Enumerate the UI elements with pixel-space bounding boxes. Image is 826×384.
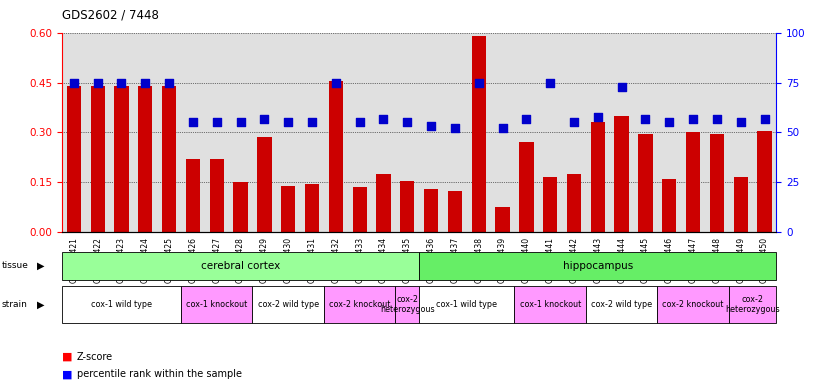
Bar	[186, 159, 200, 232]
Point	[234, 119, 247, 126]
Text: tissue: tissue	[2, 262, 29, 270]
Bar	[472, 36, 486, 232]
Point	[449, 126, 462, 132]
Point	[210, 119, 223, 126]
Bar	[710, 134, 724, 232]
Point	[139, 79, 152, 86]
Point	[758, 116, 771, 122]
Text: ■: ■	[62, 352, 73, 362]
Text: cerebral cortex: cerebral cortex	[201, 261, 280, 271]
Bar	[162, 86, 176, 232]
Text: cox-1 wild type: cox-1 wild type	[91, 300, 152, 309]
Text: cox-2 wild type: cox-2 wild type	[591, 300, 653, 309]
Text: cox-1 knockout: cox-1 knockout	[186, 300, 247, 309]
Bar	[67, 86, 81, 232]
Text: cox-2 knockout: cox-2 knockout	[662, 300, 724, 309]
Point	[734, 119, 748, 126]
Point	[377, 116, 390, 122]
Bar	[234, 182, 248, 232]
Bar	[257, 137, 272, 232]
Point	[638, 116, 652, 122]
Bar	[138, 86, 153, 232]
Point	[115, 79, 128, 86]
Bar	[400, 181, 415, 232]
Bar	[757, 131, 771, 232]
Bar	[448, 191, 462, 232]
Point	[615, 83, 629, 89]
Point	[425, 123, 438, 129]
Point	[282, 119, 295, 126]
Point	[258, 116, 271, 122]
Bar	[686, 132, 700, 232]
Point	[520, 116, 533, 122]
Bar	[591, 122, 605, 232]
Text: cox-2
heterozygous: cox-2 heterozygous	[725, 295, 780, 314]
Point	[330, 79, 343, 86]
Text: strain: strain	[2, 300, 27, 309]
Text: ▶: ▶	[37, 261, 45, 271]
Text: ■: ■	[62, 369, 73, 379]
Point	[710, 116, 724, 122]
Text: cox-2 wild type: cox-2 wild type	[258, 300, 319, 309]
Bar	[329, 81, 343, 232]
Text: GDS2602 / 7448: GDS2602 / 7448	[62, 8, 159, 21]
Text: cox-1 wild type: cox-1 wild type	[436, 300, 497, 309]
Bar	[615, 116, 629, 232]
Text: Z-score: Z-score	[77, 352, 113, 362]
Bar	[281, 186, 296, 232]
Point	[567, 119, 581, 126]
Bar	[424, 189, 439, 232]
Bar	[305, 184, 319, 232]
Point	[187, 119, 200, 126]
Point	[686, 116, 700, 122]
Text: hippocampus: hippocampus	[563, 261, 633, 271]
Bar	[210, 159, 224, 232]
Point	[91, 79, 104, 86]
Point	[306, 119, 319, 126]
Text: cox-2 knockout: cox-2 knockout	[329, 300, 391, 309]
Bar	[91, 86, 105, 232]
Point	[472, 79, 486, 86]
Point	[662, 119, 676, 126]
Bar	[353, 187, 367, 232]
Bar	[520, 142, 534, 232]
Bar	[638, 134, 653, 232]
Point	[163, 79, 176, 86]
Point	[353, 119, 366, 126]
Bar	[543, 177, 558, 232]
Text: percentile rank within the sample: percentile rank within the sample	[77, 369, 242, 379]
Bar	[377, 174, 391, 232]
Point	[496, 126, 509, 132]
Point	[401, 119, 414, 126]
Text: ▶: ▶	[37, 299, 45, 310]
Point	[591, 113, 605, 119]
Bar	[496, 207, 510, 232]
Point	[67, 79, 80, 86]
Bar	[114, 86, 129, 232]
Bar	[662, 179, 676, 232]
Text: cox-2
heterozygous: cox-2 heterozygous	[380, 295, 434, 314]
Point	[544, 79, 557, 86]
Bar	[733, 177, 748, 232]
Bar	[567, 174, 582, 232]
Text: cox-1 knockout: cox-1 knockout	[520, 300, 581, 309]
